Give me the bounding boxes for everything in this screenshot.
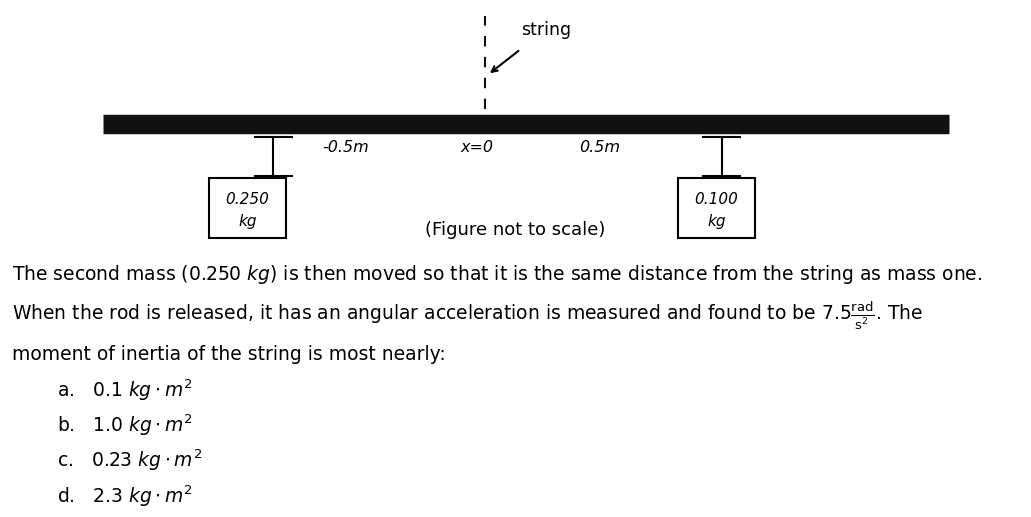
Text: The second mass (0.250 $kg$) is then moved so that it is the same distance from : The second mass (0.250 $kg$) is then mov… — [12, 263, 983, 285]
Text: string: string — [521, 21, 571, 39]
Text: x=0: x=0 — [461, 140, 494, 155]
Text: c.   0.23 $kg \cdot m^2$: c. 0.23 $kg \cdot m^2$ — [57, 448, 202, 474]
Text: kg: kg — [238, 214, 257, 229]
Text: -0.5m: -0.5m — [322, 140, 369, 155]
Text: 0.250: 0.250 — [226, 192, 269, 207]
Bar — [678, 178, 755, 238]
Text: b.   1.0 $kg \cdot m^2$: b. 1.0 $kg \cdot m^2$ — [57, 413, 193, 438]
Text: 0.100: 0.100 — [695, 192, 738, 207]
Text: When the rod is released, it has an angular acceleration is measured and found t: When the rod is released, it has an angu… — [12, 299, 923, 332]
Text: (Figure not to scale): (Figure not to scale) — [426, 221, 605, 239]
Bar — [208, 178, 286, 238]
Text: kg: kg — [707, 214, 726, 229]
Text: a.   0.1 $kg \cdot m^2$: a. 0.1 $kg \cdot m^2$ — [57, 377, 192, 403]
Text: moment of inertia of the string is most nearly:: moment of inertia of the string is most … — [12, 345, 446, 363]
Text: 0.5m: 0.5m — [579, 140, 621, 155]
Text: d.   2.3 $kg \cdot m^2$: d. 2.3 $kg \cdot m^2$ — [57, 483, 193, 509]
